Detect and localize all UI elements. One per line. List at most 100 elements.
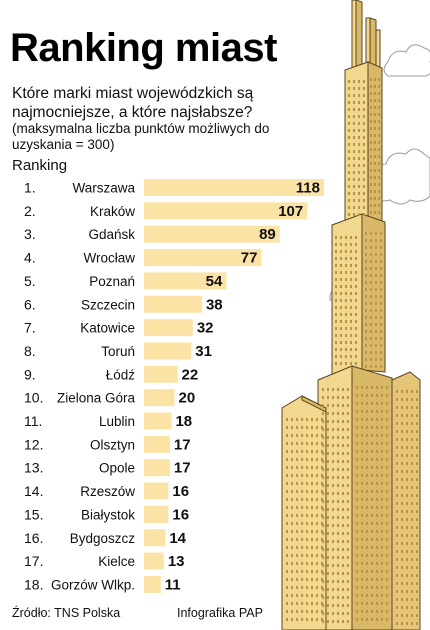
window-icon bbox=[406, 478, 408, 481]
window-icon bbox=[363, 143, 365, 146]
window-icon bbox=[306, 450, 308, 453]
window-icon bbox=[381, 418, 383, 421]
window-icon bbox=[375, 267, 377, 270]
data-label: 31 bbox=[195, 343, 212, 360]
window-icon bbox=[291, 458, 293, 461]
window-icon bbox=[356, 410, 358, 413]
window-icon bbox=[316, 570, 318, 573]
window-icon bbox=[370, 141, 372, 144]
window-icon bbox=[332, 396, 334, 399]
window-icon bbox=[301, 466, 303, 469]
window-icon bbox=[416, 462, 418, 465]
window-icon bbox=[347, 452, 349, 455]
window-icon bbox=[370, 323, 372, 326]
window-icon bbox=[353, 94, 355, 97]
window-icon bbox=[322, 548, 324, 551]
window-icon bbox=[361, 506, 363, 509]
window-icon bbox=[306, 522, 308, 525]
category-label: Gdańsk bbox=[88, 227, 135, 242]
window-icon bbox=[286, 434, 288, 437]
window-icon bbox=[342, 588, 344, 591]
window-icon bbox=[286, 426, 288, 429]
window-icon bbox=[371, 602, 373, 605]
window-icon bbox=[396, 398, 398, 401]
window-icon bbox=[306, 482, 308, 485]
window-icon bbox=[327, 564, 329, 567]
window-icon bbox=[406, 462, 408, 465]
window-icon bbox=[350, 313, 352, 316]
window-icon bbox=[365, 274, 367, 277]
window-icon bbox=[337, 524, 339, 527]
window-icon bbox=[401, 606, 403, 609]
data-label: 20 bbox=[179, 390, 196, 407]
window-icon bbox=[347, 620, 349, 623]
bar bbox=[144, 249, 262, 267]
window-icon bbox=[306, 546, 308, 549]
rank-number: 6. bbox=[24, 296, 36, 312]
window-icon bbox=[411, 510, 413, 513]
window-icon bbox=[306, 618, 308, 621]
window-icon bbox=[291, 498, 293, 501]
window-icon bbox=[327, 412, 329, 415]
window-icon bbox=[376, 466, 378, 469]
window-icon bbox=[345, 257, 347, 260]
window-icon bbox=[401, 558, 403, 561]
window-icon bbox=[416, 550, 418, 553]
window-icon bbox=[342, 548, 344, 551]
window-icon bbox=[332, 564, 334, 567]
window-icon bbox=[286, 610, 288, 613]
window-icon bbox=[301, 522, 303, 525]
window-icon bbox=[316, 450, 318, 453]
window-icon bbox=[340, 285, 342, 288]
window-icon bbox=[366, 586, 368, 589]
window-icon bbox=[296, 490, 298, 493]
window-icon bbox=[340, 292, 342, 295]
window-icon bbox=[416, 518, 418, 521]
window-icon bbox=[337, 532, 339, 535]
window-icon bbox=[411, 542, 413, 545]
window-icon bbox=[396, 582, 398, 585]
window-icon bbox=[311, 474, 313, 477]
window-icon bbox=[301, 594, 303, 597]
window-icon bbox=[337, 500, 339, 503]
window-icon bbox=[386, 394, 388, 397]
window-icon bbox=[361, 418, 363, 421]
window-icon bbox=[378, 120, 380, 123]
window-icon bbox=[365, 253, 367, 256]
window-icon bbox=[345, 236, 347, 239]
window-icon bbox=[361, 498, 363, 501]
window-icon bbox=[355, 257, 357, 260]
window-icon bbox=[348, 178, 350, 181]
window-icon bbox=[345, 341, 347, 344]
window-icon bbox=[366, 482, 368, 485]
window-icon bbox=[345, 299, 347, 302]
window-icon bbox=[370, 274, 372, 277]
window-icon bbox=[371, 498, 373, 501]
window-icon bbox=[406, 590, 408, 593]
window-icon bbox=[411, 398, 413, 401]
window-icon bbox=[348, 213, 350, 216]
window-icon bbox=[296, 554, 298, 557]
window-icon bbox=[342, 476, 344, 479]
window-icon bbox=[322, 612, 324, 615]
window-icon bbox=[306, 466, 308, 469]
window-icon bbox=[376, 506, 378, 509]
window-icon bbox=[406, 494, 408, 497]
window-icon bbox=[386, 610, 388, 613]
window-icon bbox=[416, 622, 418, 625]
window-icon bbox=[365, 365, 367, 368]
window-icon bbox=[327, 388, 329, 391]
window-icon bbox=[411, 446, 413, 449]
window-icon bbox=[286, 562, 288, 565]
window-icon bbox=[381, 594, 383, 597]
window-icon bbox=[356, 538, 358, 541]
rank-number: 2. bbox=[24, 203, 36, 219]
window-icon bbox=[347, 476, 349, 479]
window-icon bbox=[386, 538, 388, 541]
window-icon bbox=[291, 554, 293, 557]
window-icon bbox=[365, 316, 367, 319]
window-icon bbox=[380, 358, 382, 361]
window-icon bbox=[374, 113, 376, 116]
window-icon bbox=[321, 618, 323, 621]
window-icon bbox=[301, 482, 303, 485]
